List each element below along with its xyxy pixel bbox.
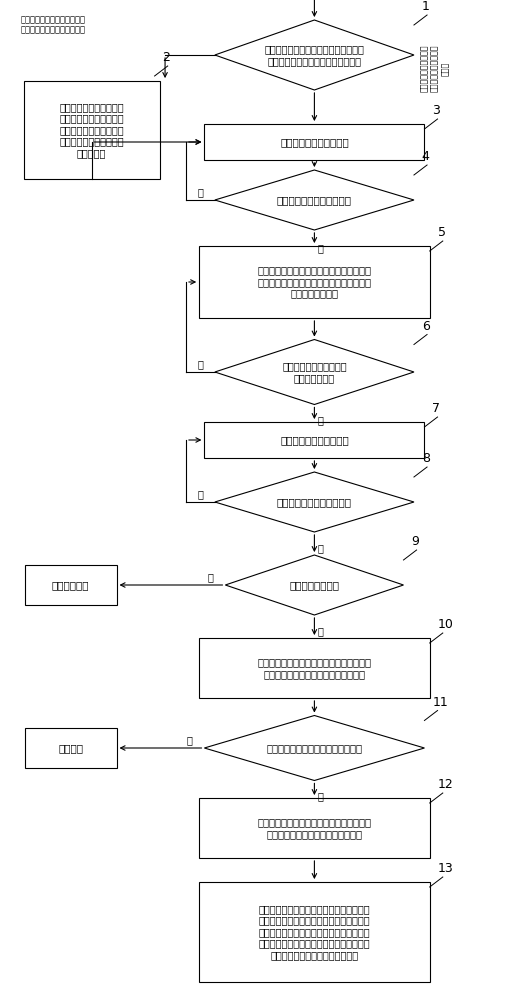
Text: 5: 5 [438, 226, 445, 239]
Text: 在车辆的预设区域显示第
一提示信息，该第一提示
信息具有提示驾驶员离开
车辆时注意防止儿童遗漏
的提示内容: 在车辆的预设区域显示第 一提示信息，该第一提示 信息具有提示驾驶员离开 车辆时注… [59, 102, 124, 158]
Text: 进行报警提示，向第一终端发送报警提示信
息，以及开始进行车辆内温度的检测: 进行报警提示，向第一终端发送报警提示信 息，以及开始进行车辆内温度的检测 [257, 817, 372, 839]
Text: 否: 否 [197, 187, 203, 197]
Text: 8: 8 [422, 452, 430, 465]
Text: 1: 1 [422, 0, 430, 13]
Text: 是: 是 [318, 543, 324, 553]
Text: 检测车辆的驾驶位置上是否有人存在，
以及车辆的发动机是否处于熄火状态: 检测车辆的驾驶位置上是否有人存在， 以及车辆的发动机是否处于熄火状态 [265, 44, 364, 66]
Text: 否: 否 [208, 572, 214, 582]
Text: 结束探测操作: 结束探测操作 [52, 580, 90, 590]
Text: 是否检测到响应第二提示
信息的操作行为: 是否检测到响应第二提示 信息的操作行为 [282, 361, 347, 383]
Polygon shape [215, 20, 414, 90]
Text: 停止第二提示信息的发出: 停止第二提示信息的发出 [280, 435, 349, 445]
Text: 12: 12 [438, 778, 453, 791]
Text: 2: 2 [162, 51, 170, 64]
Polygon shape [204, 716, 424, 780]
Text: 当进行报警提示以及发送报警提示信息后经
过的时间达到第二预设时间，或者车辆内温
度高于第一预设温度，此时若车辆仍处于第
一状态，则控制调温换气装置开启，同时将
: 当进行报警提示以及发送报警提示信息后经 过的时间达到第二预设时间，或者车辆内温 … [258, 904, 370, 960]
FancyBboxPatch shape [199, 798, 430, 858]
Text: 是: 是 [318, 626, 324, 636]
Text: 是: 是 [318, 792, 324, 802]
Text: 10: 10 [438, 618, 453, 631]
Text: 否: 否 [187, 735, 193, 745]
Polygon shape [215, 340, 414, 404]
Text: 是: 是 [318, 243, 324, 253]
FancyBboxPatch shape [24, 81, 160, 179]
Text: 4: 4 [422, 150, 430, 163]
Polygon shape [215, 170, 414, 230]
Text: 是否接收到车辆的锁车信号: 是否接收到车辆的锁车信号 [277, 195, 352, 205]
Text: 探测车内是否有人: 探测车内是否有人 [289, 580, 340, 590]
FancyBboxPatch shape [204, 422, 424, 458]
Text: 发出第三提示信息，并待所述第三提示信息
发出后经过的时间达到第一预设时间时: 发出第三提示信息，并待所述第三提示信息 发出后经过的时间达到第一预设时间时 [257, 657, 372, 679]
Text: 6: 6 [422, 320, 430, 332]
Text: 9: 9 [411, 535, 419, 548]
Text: 车辆的发动机未处于熄火状态
且车辆的驾驶位置上有人存在: 车辆的发动机未处于熄火状态 且车辆的驾驶位置上有人存在 [21, 15, 86, 34]
Text: 11: 11 [432, 696, 448, 708]
Text: 否: 否 [197, 489, 203, 499]
FancyBboxPatch shape [25, 728, 116, 768]
Polygon shape [225, 555, 403, 615]
FancyBboxPatch shape [199, 882, 430, 982]
Text: 否: 否 [197, 359, 203, 369]
Text: 停止第一提示信息的显示: 停止第一提示信息的显示 [280, 137, 349, 147]
Text: 7: 7 [432, 402, 440, 415]
Text: 判断当前情况是否满足第一预设条件: 判断当前情况是否满足第一预设条件 [266, 743, 363, 753]
Text: 结束判断: 结束判断 [58, 743, 83, 753]
Text: 3: 3 [432, 104, 440, 117]
FancyBboxPatch shape [199, 246, 430, 318]
Text: 检测车锁是否处于锁定状态: 检测车锁是否处于锁定状态 [277, 497, 352, 507]
Text: 车辆的发动机处于熄火
状态，且驾驶位置上无
人存在: 车辆的发动机处于熄火 状态，且驾驶位置上无 人存在 [420, 45, 450, 93]
Text: 按照预设周期发出第二提示信息，该第二提
示信息具有提示驾驶员查看车辆内是否有遗
漏儿童的提示内容: 按照预设周期发出第二提示信息，该第二提 示信息具有提示驾驶员查看车辆内是否有遗 … [257, 265, 372, 299]
FancyBboxPatch shape [199, 638, 430, 698]
Text: 13: 13 [438, 862, 453, 875]
FancyBboxPatch shape [25, 565, 116, 605]
Text: 是: 是 [318, 416, 324, 426]
FancyBboxPatch shape [204, 124, 424, 160]
Polygon shape [215, 472, 414, 532]
